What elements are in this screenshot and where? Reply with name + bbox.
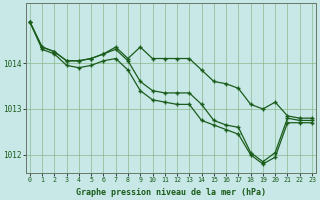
X-axis label: Graphe pression niveau de la mer (hPa): Graphe pression niveau de la mer (hPa): [76, 188, 266, 197]
